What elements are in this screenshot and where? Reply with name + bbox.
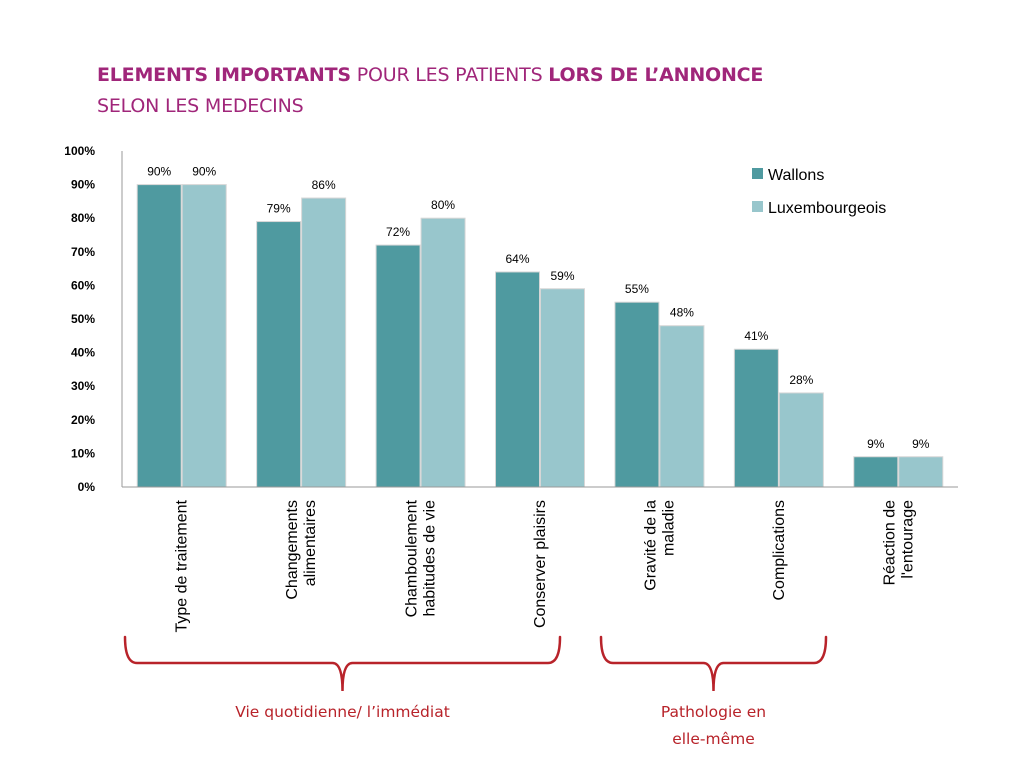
y-tick-label: 60% [71, 278, 95, 292]
x-category-label: Réaction de [881, 500, 898, 585]
bar-luxembourgeois [778, 392, 824, 488]
x-category-label: l'entourage [899, 500, 916, 579]
legend-swatch-luxembourgeois [752, 201, 763, 212]
data-label: 59% [550, 269, 574, 283]
bar-luxembourgeois [301, 197, 347, 488]
y-tick-label: 30% [71, 379, 95, 393]
y-tick-label: 10% [71, 446, 95, 460]
group-label: Vie quotidienne/ l’immédiat [193, 699, 493, 726]
slide-title: ELEMENTS IMPORTANTS POUR LES PATIENTS LO… [97, 60, 763, 122]
title-bold-part-3: LORS DE L’ANNONCE [548, 64, 764, 86]
group-label-line: Pathologie en [660, 703, 767, 721]
y-tick-label: 80% [71, 211, 95, 225]
bar-wallons [136, 184, 182, 488]
data-label: 41% [744, 329, 768, 343]
x-category-label: Complications [771, 500, 788, 600]
bar-luxembourgeois [420, 217, 466, 488]
x-category-label: maladie [660, 500, 677, 556]
title-line-2: SELON LES MEDECINS [97, 95, 304, 117]
title-part-2: POUR LES PATIENTS [350, 64, 549, 86]
x-category-label: alimentaires [302, 500, 319, 586]
data-label: 9% [867, 437, 885, 451]
x-category-label: habitudes de vie [422, 500, 439, 617]
chart-legend: Wallons Luxembourgeois [752, 167, 886, 217]
group-bracket [123, 635, 562, 692]
y-tick-label: 70% [71, 245, 95, 259]
y-tick-label: 40% [71, 346, 95, 360]
legend-swatch-wallons [752, 168, 763, 179]
bar-luxembourgeois [659, 325, 705, 488]
bar-wallons [733, 348, 779, 488]
y-axis: 0% 10% 20% 30% 40% 50% 60% 70% 80% 90% 100% [64, 144, 123, 494]
legend-label-luxembourgeois: Luxembourgeois [768, 200, 886, 217]
group-label-line: elle-même [672, 730, 755, 748]
data-label: 90% [147, 165, 171, 179]
x-category-label: Type de traitement [174, 499, 191, 632]
title-bold-part-1: ELEMENTS IMPORTANTS [97, 64, 351, 86]
data-label: 80% [431, 198, 455, 212]
bar-wallons [614, 301, 660, 488]
bar-luxembourgeois [540, 288, 585, 488]
group-brackets [123, 635, 828, 692]
x-category-label: Gravité de la [642, 500, 659, 591]
y-tick-label: 90% [71, 178, 95, 192]
data-label: 72% [386, 225, 410, 239]
data-label: 48% [670, 306, 694, 320]
data-label: 79% [267, 202, 291, 216]
bar-luxembourgeois [181, 184, 227, 488]
x-category-label: Conserver plaisirs [532, 500, 549, 628]
bar-wallons [495, 271, 540, 488]
x-category-label: Chamboulement [404, 499, 421, 617]
x-category-label: Changements [284, 500, 301, 600]
data-label: 9% [912, 437, 930, 451]
bar-wallons [853, 456, 899, 488]
bar-wallons [375, 244, 421, 488]
bar-series: 90% 90% 79% 86% 72% 80% 64% 59% 55% 48% 41% 28% 9% 9% [136, 165, 944, 488]
data-label: 55% [625, 282, 649, 296]
data-label: 90% [192, 165, 216, 179]
y-tick-label: 20% [71, 413, 95, 427]
group-label-line: Vie quotidienne/ l’immédiat [235, 703, 450, 721]
data-label: 28% [789, 373, 813, 387]
group-label: Pathologie en elle-même [564, 699, 864, 753]
legend-label-wallons: Wallons [768, 167, 824, 184]
bar-wallons [256, 221, 302, 488]
y-tick-label: 100% [64, 144, 95, 158]
x-axis: Type de traitement Changements alimentaire… [122, 486, 958, 633]
y-tick-label: 0% [78, 480, 96, 494]
y-tick-label: 50% [71, 312, 95, 326]
data-label: 86% [312, 178, 336, 192]
bar-luxembourgeois [898, 456, 944, 488]
data-label: 64% [505, 252, 529, 266]
group-bracket [599, 635, 828, 692]
